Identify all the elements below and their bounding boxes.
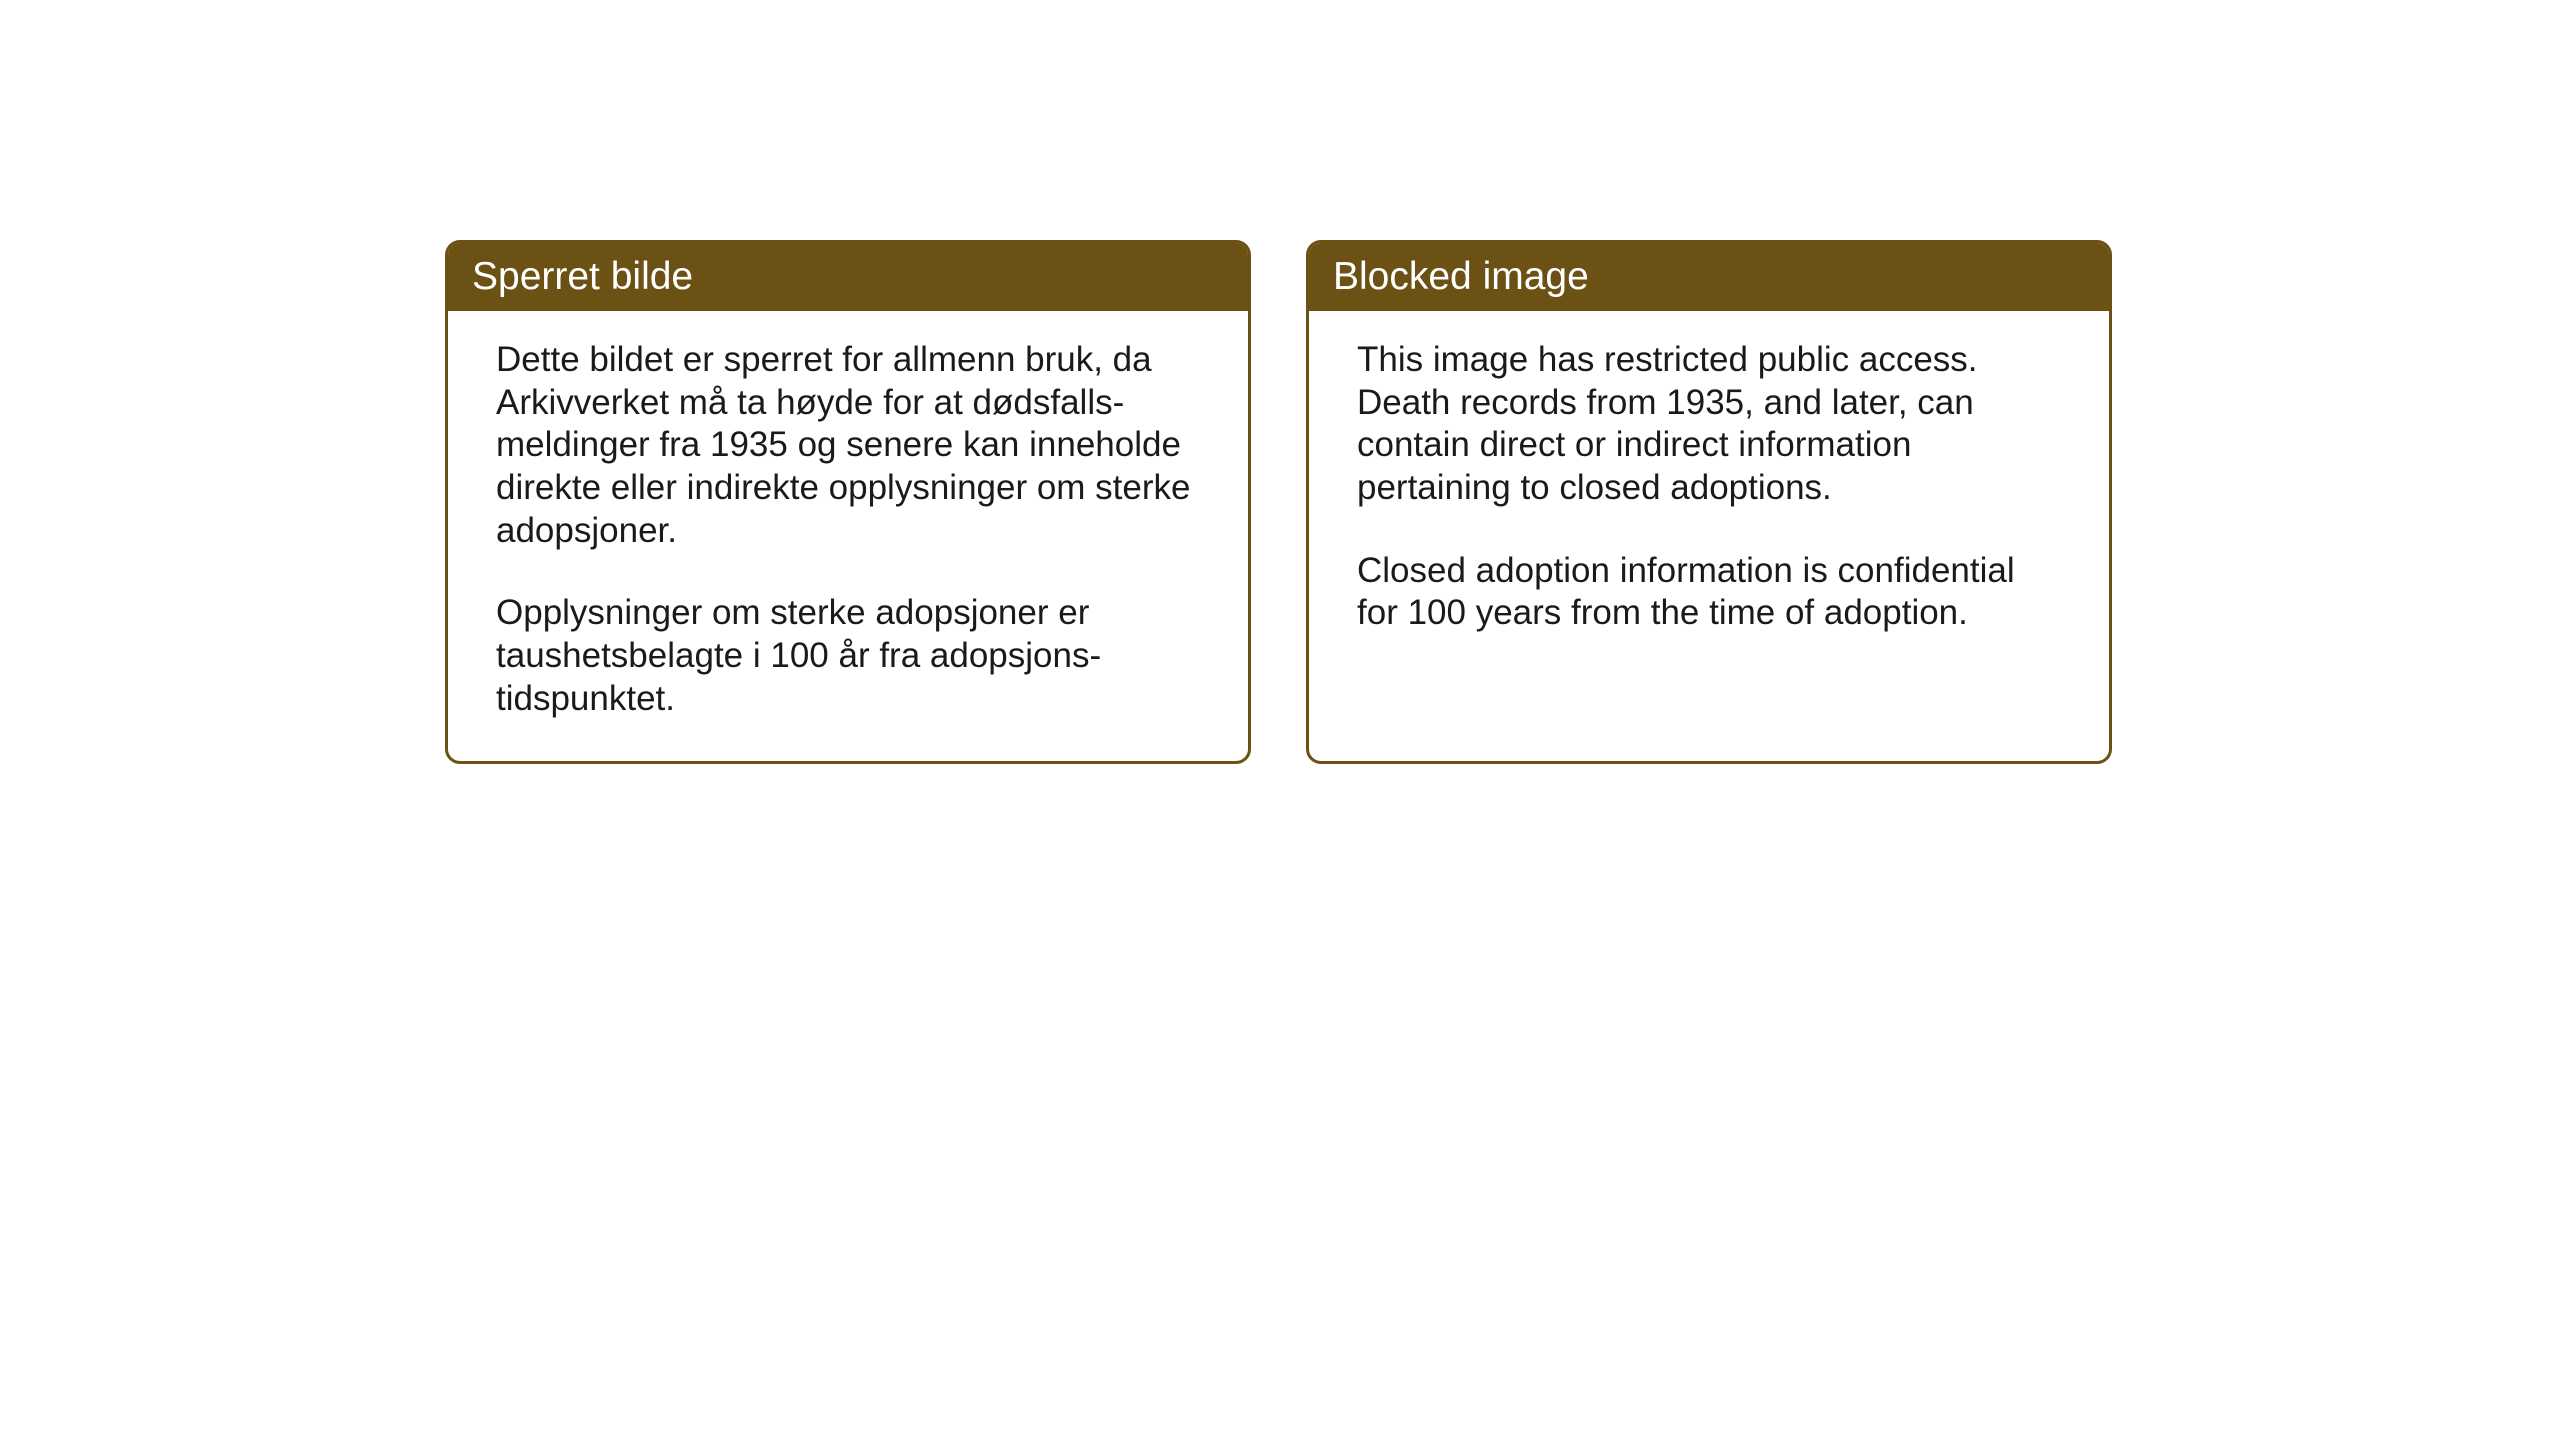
english-card: Blocked image This image has restricted …: [1306, 240, 2112, 764]
norwegian-card-body: Dette bildet er sperret for allmenn bruk…: [448, 311, 1248, 761]
english-paragraph-2: Closed adoption information is confident…: [1357, 550, 2061, 635]
english-paragraph-1: This image has restricted public access.…: [1357, 339, 2061, 510]
english-card-title: Blocked image: [1309, 243, 2109, 311]
norwegian-paragraph-1: Dette bildet er sperret for allmenn bruk…: [496, 339, 1200, 552]
norwegian-card-title: Sperret bilde: [448, 243, 1248, 311]
norwegian-card: Sperret bilde Dette bildet er sperret fo…: [445, 240, 1251, 764]
english-card-body: This image has restricted public access.…: [1309, 311, 2109, 675]
cards-container: Sperret bilde Dette bildet er sperret fo…: [445, 240, 2112, 764]
norwegian-paragraph-2: Opplysninger om sterke adopsjoner er tau…: [496, 592, 1200, 720]
